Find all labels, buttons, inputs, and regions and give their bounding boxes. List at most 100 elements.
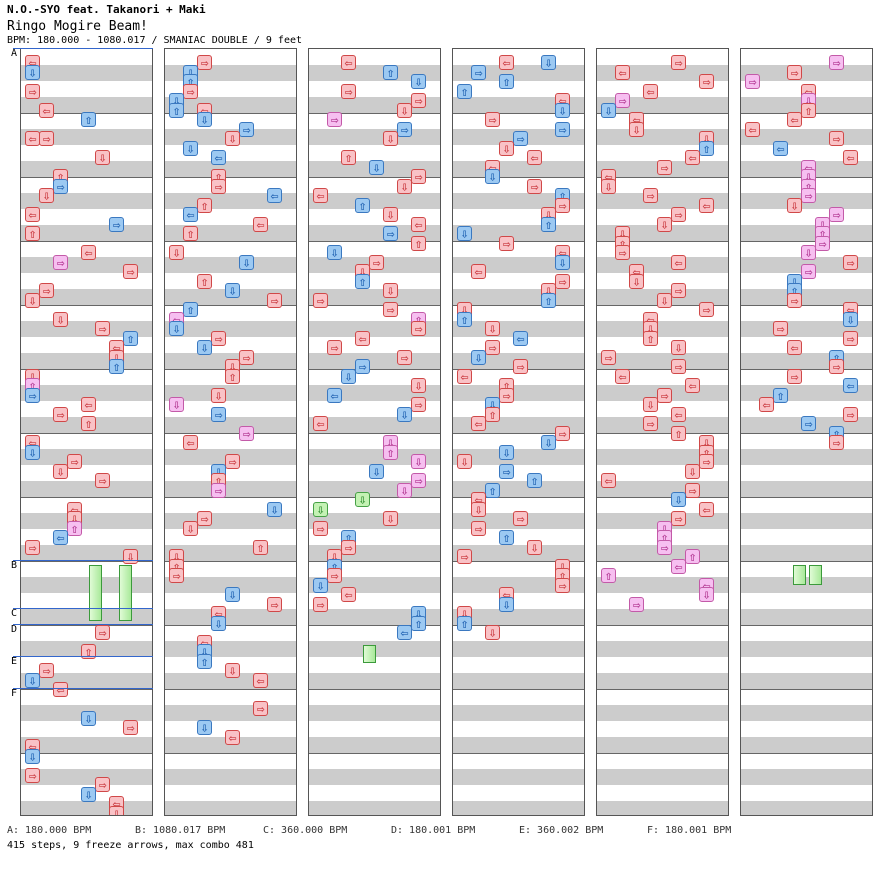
down-arrow-icon: ⇩: [25, 672, 40, 689]
up-arrow-icon: ⇧: [541, 292, 556, 309]
measure-line: [309, 561, 440, 562]
right-arrow-icon: ⇨: [211, 406, 226, 423]
left-arrow-icon: ⇦: [643, 83, 658, 100]
bpm-marker-e: E: [11, 656, 18, 667]
left-arrow-icon: ⇦: [267, 188, 282, 204]
measure-line: [741, 241, 872, 242]
up-arrow-icon: ⇧: [773, 387, 788, 404]
left-arrow-icon: ⇦: [327, 387, 342, 404]
right-arrow-icon: ⇨: [555, 121, 570, 138]
down-arrow-icon: ⇩: [197, 720, 212, 736]
right-arrow-icon: ⇨: [513, 131, 528, 147]
measure-line: [453, 689, 584, 690]
right-arrow-icon: ⇨: [555, 197, 570, 214]
up-arrow-icon: ⇧: [25, 226, 40, 242]
right-arrow-icon: ⇨: [169, 568, 184, 584]
down-arrow-icon: ⇩: [685, 463, 700, 480]
down-arrow-icon: ⇩: [169, 397, 184, 413]
measure-line: [597, 561, 728, 562]
right-arrow-icon: ⇨: [383, 302, 398, 318]
right-arrow-icon: ⇨: [485, 112, 500, 128]
down-arrow-icon: ⇩: [211, 387, 226, 404]
measure-line: [597, 369, 728, 370]
down-arrow-icon: ⇩: [457, 454, 472, 470]
up-arrow-icon: ⇧: [383, 444, 398, 461]
left-arrow-icon: ⇦: [253, 216, 268, 233]
left-arrow-icon: ⇦: [411, 216, 426, 233]
right-arrow-icon: ⇨: [671, 207, 686, 223]
down-arrow-icon: ⇩: [95, 150, 110, 166]
down-arrow-icon: ⇩: [355, 492, 370, 508]
measure-line: [165, 433, 296, 434]
up-arrow-icon: ⇧: [383, 64, 398, 81]
up-arrow-icon: ⇧: [81, 112, 96, 128]
right-arrow-icon: ⇨: [829, 435, 844, 451]
up-arrow-icon: ⇧: [485, 482, 500, 499]
measure-line: [309, 177, 440, 178]
left-arrow-icon: ⇦: [685, 378, 700, 394]
down-arrow-icon: ⇩: [225, 283, 240, 299]
right-arrow-icon: ⇨: [411, 93, 426, 109]
bpm-marker-b: B: [11, 560, 18, 571]
right-arrow-icon: ⇨: [327, 112, 342, 128]
down-arrow-icon: ⇩: [499, 140, 514, 157]
measure-line: [741, 369, 872, 370]
measure-line: [309, 241, 440, 242]
right-arrow-icon: ⇨: [39, 283, 54, 299]
down-arrow-icon: ⇩: [313, 501, 328, 518]
measure-line: [21, 689, 152, 690]
up-arrow-icon: ⇧: [197, 273, 212, 290]
left-arrow-icon: ⇦: [787, 340, 802, 356]
up-arrow-icon: ⇧: [197, 197, 212, 214]
down-arrow-icon: ⇩: [369, 159, 384, 176]
right-arrow-icon: ⇨: [643, 416, 658, 432]
down-arrow-icon: ⇩: [671, 340, 686, 356]
bpm-marker-a: A: [11, 48, 18, 59]
down-arrow-icon: ⇩: [699, 587, 714, 603]
right-arrow-icon: ⇨: [397, 349, 412, 366]
down-arrow-icon: ⇩: [25, 292, 40, 309]
freeze-arrow: [809, 565, 822, 585]
freeze-arrow: [793, 565, 806, 585]
right-arrow-icon: ⇨: [327, 340, 342, 356]
left-arrow-icon: ⇦: [773, 140, 788, 157]
up-arrow-icon: ⇧: [411, 235, 426, 252]
down-arrow-icon: ⇩: [123, 549, 138, 565]
left-arrow-icon: ⇦: [471, 264, 486, 280]
bpm-change-line: [13, 624, 153, 625]
left-arrow-icon: ⇦: [745, 121, 760, 138]
freeze-arrow: [119, 565, 132, 621]
measure-line: [165, 753, 296, 754]
right-arrow-icon: ⇨: [801, 264, 816, 280]
up-arrow-icon: ⇧: [499, 74, 514, 90]
chart-column-5: ⇨ ⇦ ⇨ ⇦ ⇨ ⇩ ⇦ ⇩ ⇩ ⇧ ⇦ ⇨ ⇦ ⇩ ⇨ ⇦ ⇨ ⇩ ⇩ ⇧ ⇨ ⇦ ⇦ ⇩ ⇨ ⇩ ⇨ ⇦ ⇩ ⇧ ⇩ ⇨ ⇨ ⇦ ⇦ ⇨ ⇩ ⇦ ⇨ ⇧…: [596, 48, 729, 816]
right-arrow-icon: ⇨: [801, 416, 816, 432]
down-arrow-icon: ⇩: [643, 397, 658, 413]
left-arrow-icon: ⇦: [759, 397, 774, 413]
measure-line: [597, 433, 728, 434]
chart-info: BPM: 180.000 - 1080.017 / SMANIAC DOUBLE…: [7, 35, 303, 46]
measure-line: [453, 305, 584, 306]
up-arrow-icon: ⇧: [81, 644, 96, 660]
right-arrow-icon: ⇨: [369, 254, 384, 271]
freeze-arrow: [89, 565, 102, 621]
down-arrow-icon: ⇩: [183, 520, 198, 537]
left-arrow-icon: ⇦: [211, 150, 226, 166]
down-arrow-icon: ⇩: [397, 406, 412, 423]
left-arrow-icon: ⇦: [183, 435, 198, 451]
right-arrow-icon: ⇨: [471, 64, 486, 81]
measure-line: [21, 753, 152, 754]
down-arrow-icon: ⇩: [471, 349, 486, 366]
measure-line: [165, 497, 296, 498]
right-arrow-icon: ⇨: [411, 397, 426, 413]
down-arrow-icon: ⇩: [601, 102, 616, 119]
up-arrow-icon: ⇧: [457, 615, 472, 632]
right-arrow-icon: ⇨: [267, 292, 282, 309]
down-arrow-icon: ⇩: [541, 435, 556, 451]
measure-line: [21, 177, 152, 178]
down-arrow-icon: ⇩: [411, 378, 426, 394]
left-arrow-icon: ⇦: [527, 150, 542, 166]
right-arrow-icon: ⇨: [123, 264, 138, 280]
up-arrow-icon: ⇧: [355, 197, 370, 214]
measure-line: [309, 369, 440, 370]
